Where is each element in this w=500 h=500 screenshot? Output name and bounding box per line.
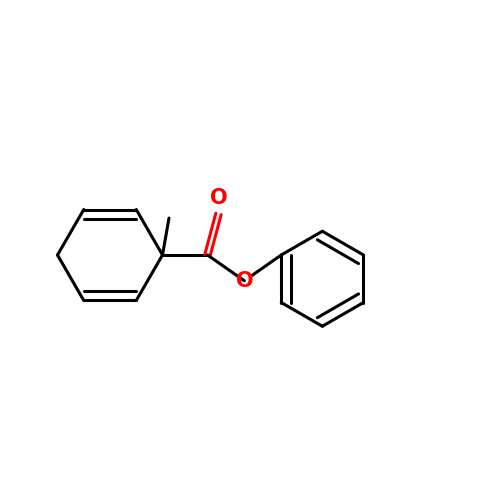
Text: O: O: [236, 271, 253, 291]
Text: O: O: [210, 188, 228, 208]
